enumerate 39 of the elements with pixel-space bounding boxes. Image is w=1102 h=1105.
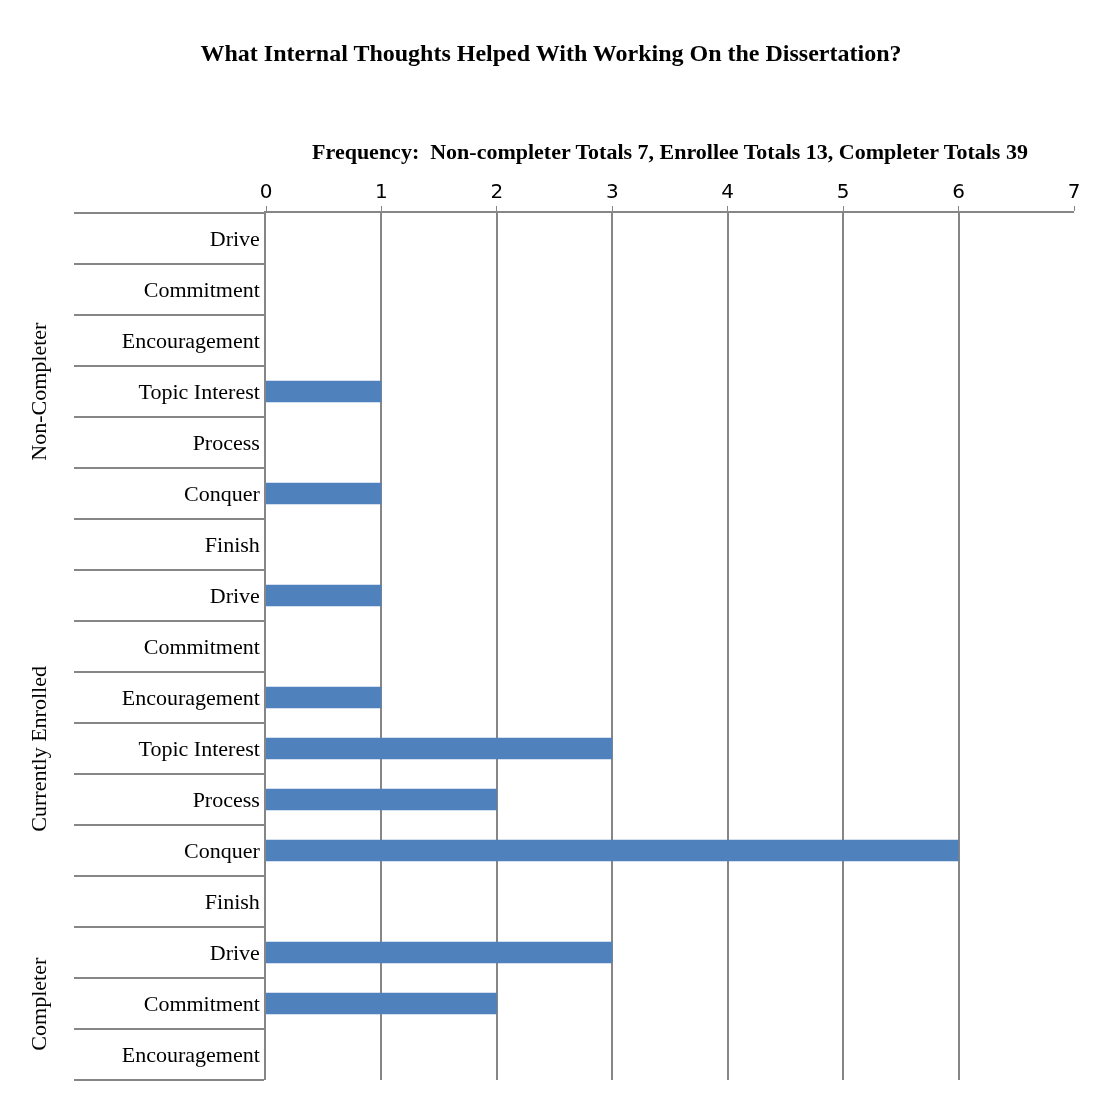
y-tick-label: Drive: [209, 940, 260, 966]
y-tick-label: Process: [192, 787, 260, 813]
x-tick-label: 1: [375, 179, 388, 204]
y-tick-label: Commitment: [143, 634, 260, 660]
y-tick-label: Topic Interest: [138, 379, 260, 405]
bar: [266, 584, 382, 607]
y-tick-label: Drive: [209, 226, 260, 252]
y-tick-label: Encouragement: [121, 328, 260, 354]
x-tick-label: 3: [605, 179, 619, 204]
y-tick-label: Encouragement: [121, 1042, 260, 1068]
y-tick-label: Commitment: [143, 991, 260, 1017]
bar: [266, 482, 382, 505]
x-tick-label: 0: [259, 179, 273, 204]
y-tick-label: Conquer: [184, 838, 261, 864]
bar: [266, 686, 382, 709]
x-tick-label: 4: [721, 179, 735, 204]
y-tick-label: Process: [192, 430, 260, 456]
y-tick-label: Finish: [204, 532, 260, 558]
x-tick-label: 2: [490, 179, 504, 204]
x-tick-label: 6: [952, 179, 965, 204]
y-tick-label: Encouragement: [121, 685, 260, 711]
bar: [266, 380, 382, 403]
bar: [266, 839, 959, 862]
x-tick-label: 7: [1067, 179, 1081, 204]
y-tick-label: Drive: [209, 583, 260, 609]
text: Completer: [25, 957, 51, 1051]
bar: [266, 941, 613, 964]
bar: [266, 992, 497, 1015]
chart-title: What Internal Thoughts Helped With Working On the Dissertation?: [200, 40, 902, 66]
bar: [266, 788, 497, 811]
y-tick-label: Topic Interest: [138, 736, 260, 762]
y-tick-label: Commitment: [143, 277, 260, 303]
x-tick-label: 5: [836, 179, 850, 204]
bar: [266, 737, 613, 760]
x-axis-title: Frequency: Non-completer Totals 7, Enrollee Totals 13, Completer Totals 39: [312, 138, 1028, 164]
y-tick-label: Conquer: [184, 481, 261, 507]
text: Non-Completer: [25, 321, 51, 461]
y-tick-label: Finish: [204, 889, 260, 915]
text: Currently Enrolled: [25, 666, 51, 832]
